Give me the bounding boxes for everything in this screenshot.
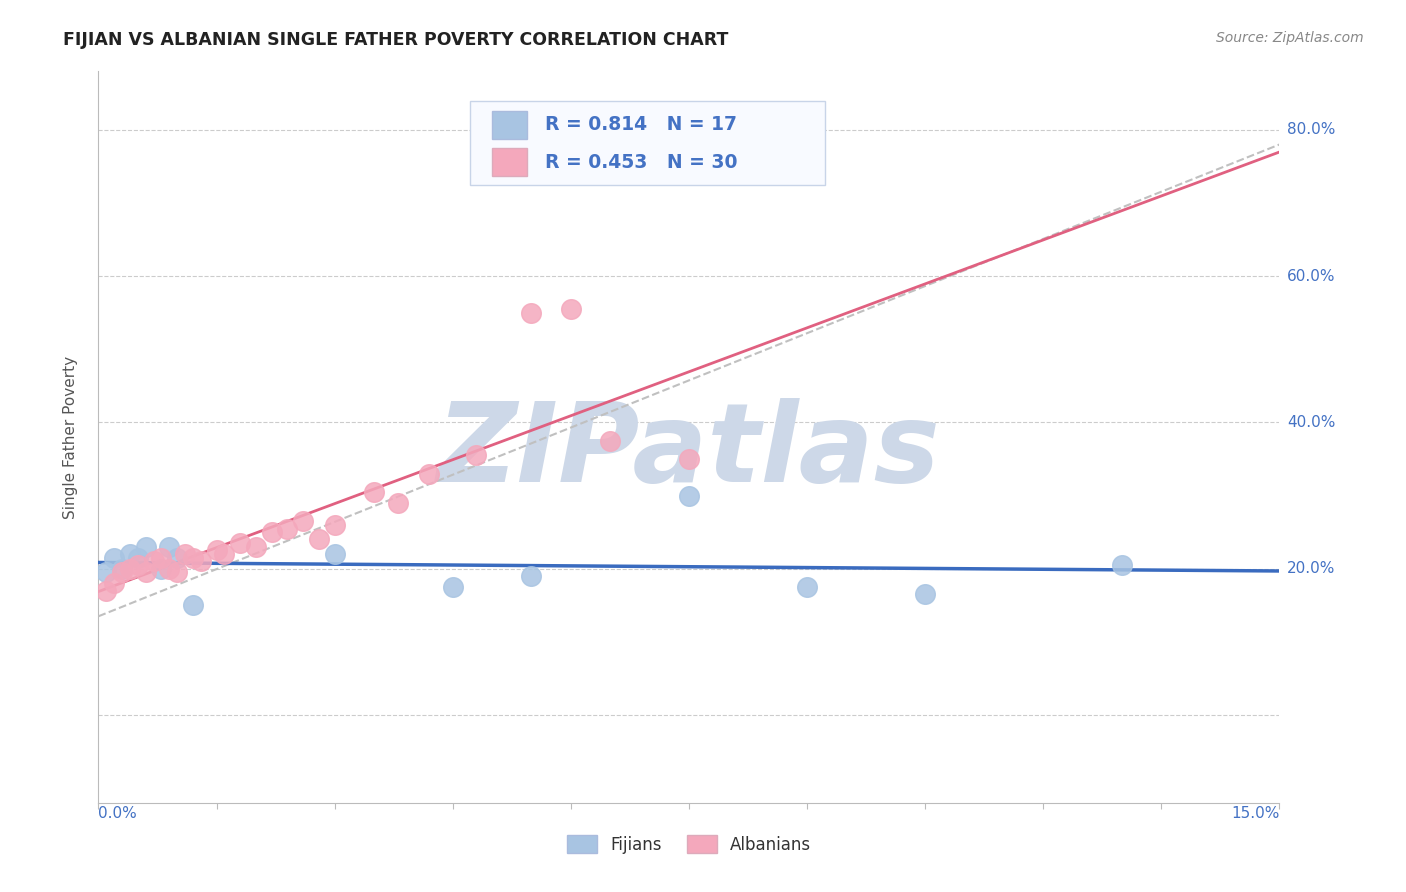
Point [418,467,440,481]
Text: R = 0.453   N = 30: R = 0.453 N = 30 [546,153,737,171]
Point [276,521,298,535]
Point [308,533,330,547]
Text: 0.0%: 0.0% [98,806,138,822]
Point [190,554,212,568]
Point [441,580,464,594]
Point [174,547,197,561]
Point [135,540,157,554]
Point [599,434,621,448]
Point [103,550,125,565]
Point [142,554,165,568]
Point [118,562,141,576]
Y-axis label: Single Father Poverty: Single Father Poverty [63,356,77,518]
Point [150,550,173,565]
Point [127,550,149,565]
Point [678,452,700,467]
Point [103,576,125,591]
Text: 15.0%: 15.0% [1232,806,1279,822]
Point [181,599,204,613]
Point [181,550,204,565]
Text: 60.0%: 60.0% [1288,268,1336,284]
Point [96,566,118,580]
Text: 20.0%: 20.0% [1288,561,1336,576]
Point [323,547,346,561]
Point [229,536,252,550]
FancyBboxPatch shape [492,148,527,176]
Point [387,496,409,510]
Text: R = 0.814   N = 17: R = 0.814 N = 17 [546,115,737,135]
Point [150,562,173,576]
Point [560,301,582,317]
Text: 40.0%: 40.0% [1288,415,1336,430]
Point [166,566,188,580]
Point [292,514,315,528]
Point [157,540,180,554]
Text: Source: ZipAtlas.com: Source: ZipAtlas.com [1216,31,1364,45]
Point [520,306,543,320]
Point [520,569,543,583]
Point [1111,558,1133,573]
Point [96,583,118,598]
Point [245,540,267,554]
Point [157,562,180,576]
Point [205,543,228,558]
Point [796,580,818,594]
FancyBboxPatch shape [492,111,527,138]
Point [363,485,385,500]
Point [914,587,936,601]
Point [465,448,488,462]
FancyBboxPatch shape [471,101,825,185]
Point [678,489,700,503]
Point [260,525,283,540]
Point [166,550,188,565]
Point [111,562,134,576]
Legend: Fijians, Albanians: Fijians, Albanians [560,829,818,860]
Point [135,566,157,580]
Point [127,558,149,573]
Point [118,547,141,561]
Text: ZIPatlas: ZIPatlas [437,398,941,505]
Point [323,517,346,532]
Point [111,566,134,580]
Point [214,547,236,561]
Text: 80.0%: 80.0% [1288,122,1336,137]
Text: FIJIAN VS ALBANIAN SINGLE FATHER POVERTY CORRELATION CHART: FIJIAN VS ALBANIAN SINGLE FATHER POVERTY… [63,31,728,49]
